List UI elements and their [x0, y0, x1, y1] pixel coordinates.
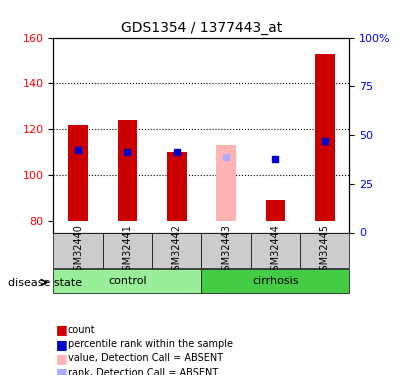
FancyBboxPatch shape	[201, 269, 349, 293]
Text: count: count	[68, 325, 95, 335]
FancyBboxPatch shape	[300, 232, 349, 268]
Bar	[167, 152, 187, 221]
FancyBboxPatch shape	[201, 232, 251, 268]
Text: ■: ■	[56, 324, 67, 336]
FancyBboxPatch shape	[152, 232, 201, 268]
FancyBboxPatch shape	[251, 232, 300, 268]
FancyBboxPatch shape	[103, 232, 152, 268]
Text: rank, Detection Call = ABSENT: rank, Detection Call = ABSENT	[68, 368, 218, 375]
Bar	[68, 124, 88, 221]
Text: percentile rank within the sample: percentile rank within the sample	[68, 339, 233, 349]
Bar	[118, 120, 137, 221]
Text: GSM32445: GSM32445	[320, 224, 330, 277]
Title: GDS1354 / 1377443_at: GDS1354 / 1377443_at	[121, 21, 282, 35]
Text: disease state: disease state	[8, 278, 82, 288]
FancyBboxPatch shape	[53, 232, 103, 268]
Text: cirrhosis: cirrhosis	[252, 276, 299, 286]
Text: GSM32444: GSM32444	[270, 224, 280, 277]
Text: ■: ■	[56, 338, 67, 351]
Bar	[216, 146, 236, 221]
FancyBboxPatch shape	[53, 269, 201, 293]
Text: GSM32440: GSM32440	[73, 224, 83, 277]
Text: GSM32442: GSM32442	[172, 224, 182, 277]
Text: GSM32443: GSM32443	[221, 224, 231, 277]
Bar	[266, 200, 285, 221]
Bar	[315, 54, 335, 221]
Text: ■: ■	[56, 366, 67, 375]
Text: ■: ■	[56, 352, 67, 365]
Text: control: control	[108, 276, 147, 286]
Text: GSM32441: GSM32441	[122, 224, 132, 277]
Text: value, Detection Call = ABSENT: value, Detection Call = ABSENT	[68, 354, 223, 363]
